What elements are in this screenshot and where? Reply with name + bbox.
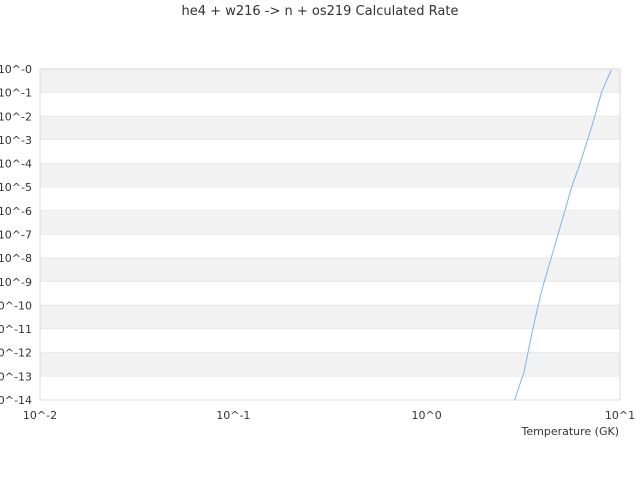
grid-band — [40, 92, 620, 117]
grid-band — [40, 116, 620, 140]
y-tick-label: 10^-14 — [0, 394, 32, 407]
y-tick-label: 10^-3 — [0, 134, 32, 147]
x-axis-label: Temperature (GK) — [521, 425, 620, 438]
y-tick-label: 10^-4 — [0, 158, 32, 171]
x-tick-label: 10^-2 — [23, 409, 57, 422]
y-tick-label: 10^-5 — [0, 181, 32, 194]
grid-band — [40, 376, 620, 400]
x-tick-label: 10^0 — [412, 409, 442, 422]
grid-band — [40, 281, 620, 306]
x-tick-label: 10^-1 — [216, 409, 250, 422]
y-tick-label: 10^-6 — [0, 205, 32, 218]
grid-band — [40, 234, 620, 259]
grid-band — [40, 352, 620, 377]
grid-band — [40, 69, 620, 93]
y-tick-label: 10^-11 — [0, 323, 32, 336]
y-tick-label: 10^-0 — [0, 63, 32, 76]
grid-band — [40, 210, 620, 235]
grid-band — [40, 163, 620, 188]
grid-band — [40, 258, 620, 282]
y-tick-label: 10^-12 — [0, 347, 32, 360]
y-tick-label: 10^-8 — [0, 252, 32, 265]
y-tick-label: 10^-2 — [0, 110, 32, 123]
y-tick-label: 10^-13 — [0, 370, 32, 383]
y-tick-label: 10^-10 — [0, 299, 32, 312]
x-tick-label: 10^1 — [605, 409, 635, 422]
grid-band — [40, 139, 620, 164]
y-tick-label: 10^-1 — [0, 87, 32, 100]
grid-band — [40, 329, 620, 353]
grid-band — [40, 305, 620, 330]
y-tick-label: 10^-9 — [0, 276, 32, 289]
chart-title: he4 + w216 -> n + os219 Calculated Rate — [181, 4, 459, 19]
y-tick-label: 10^-7 — [0, 229, 32, 242]
plot-border — [39, 68, 621, 401]
rate-line — [514, 69, 612, 401]
grid-band — [40, 187, 620, 211]
